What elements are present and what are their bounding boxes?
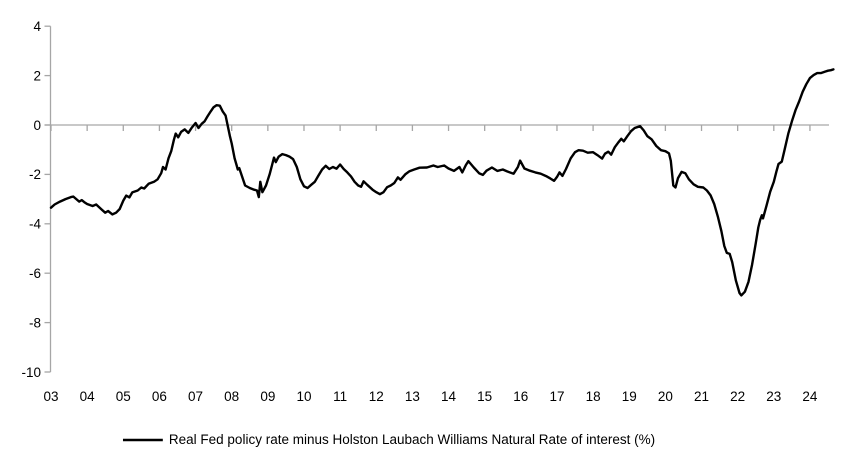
- x-tick-label: 12: [369, 389, 384, 404]
- legend-label: Real Fed policy rate minus Holston Lauba…: [168, 432, 656, 447]
- y-tick-label: -2: [29, 167, 41, 182]
- legend-line-sample: [122, 438, 163, 442]
- x-tick-label: 09: [260, 389, 275, 404]
- x-tick-label: 24: [802, 389, 818, 404]
- x-tick-label: 18: [586, 389, 601, 404]
- series-line: [49, 68, 835, 297]
- x-tick-label: 06: [152, 389, 167, 404]
- y-tick-label: 4: [33, 19, 41, 34]
- y-tick-label: -10: [21, 365, 41, 380]
- y-tick-label: 0: [33, 118, 41, 133]
- x-tick-label: 17: [549, 389, 564, 404]
- x-tick-label: 19: [622, 389, 637, 404]
- y-tick-label: 2: [33, 68, 41, 83]
- x-tick-label: 14: [441, 389, 457, 404]
- x-tick-label: 08: [224, 389, 239, 404]
- x-tick-label: 22: [730, 389, 745, 404]
- y-tick-label: -6: [29, 266, 41, 281]
- x-tick-label: 20: [658, 389, 673, 404]
- y-tick-label: -4: [29, 217, 41, 232]
- x-tick-label: 10: [296, 389, 311, 404]
- x-tick-label: 05: [116, 389, 131, 404]
- y-tick-label: -8: [29, 315, 41, 330]
- x-tick-label: 04: [80, 389, 96, 404]
- x-tick-label: 11: [333, 389, 347, 404]
- x-tick-label: 03: [43, 389, 58, 404]
- x-tick-label: 23: [766, 389, 781, 404]
- x-tick-label: 13: [405, 389, 420, 404]
- x-tick-label: 15: [477, 389, 492, 404]
- legend: Real Fed policy rate minus Holston Lauba…: [122, 431, 656, 449]
- x-tick-label: 07: [188, 389, 203, 404]
- x-tick-label: 21: [694, 389, 709, 404]
- x-tick-label: 16: [513, 389, 528, 404]
